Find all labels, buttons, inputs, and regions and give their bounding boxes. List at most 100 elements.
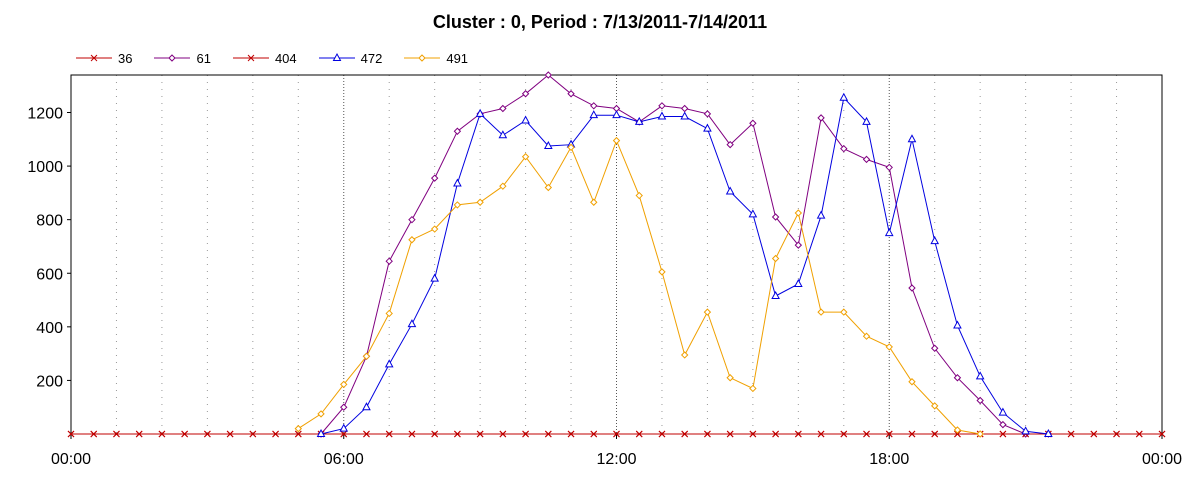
data-point — [658, 102, 666, 110]
data-point — [908, 378, 916, 386]
legend-swatch — [318, 52, 355, 61]
data-point — [703, 110, 712, 118]
y-tick-label: 600 — [36, 266, 63, 283]
data-point — [863, 430, 870, 438]
data-point — [976, 430, 984, 438]
data-point — [135, 430, 143, 438]
data-point — [975, 371, 985, 380]
legend-item: 472 — [318, 51, 382, 66]
data-point — [521, 115, 530, 124]
data-point — [476, 198, 484, 206]
legend-label: 491 — [446, 50, 469, 66]
data-point — [316, 428, 326, 437]
data-point — [953, 374, 962, 382]
data-point — [931, 402, 939, 410]
y-tick-label: 800 — [36, 213, 63, 230]
data-point — [589, 110, 599, 119]
data-point — [294, 424, 302, 433]
data-point — [703, 123, 712, 132]
data-point — [590, 430, 598, 438]
data-point — [385, 257, 393, 265]
data-point — [998, 407, 1008, 416]
series-line — [320, 74, 1049, 435]
data-point — [680, 351, 689, 359]
data-point — [499, 182, 507, 190]
legend-label: 61 — [196, 50, 211, 66]
data-point — [543, 140, 553, 149]
data-point — [544, 430, 552, 438]
data-point — [453, 201, 462, 209]
data-point — [817, 114, 825, 122]
data-point — [840, 308, 848, 316]
data-point — [749, 384, 757, 393]
legend-swatch — [76, 54, 112, 62]
data-point — [544, 183, 553, 192]
data-point — [430, 225, 439, 233]
data-point — [771, 290, 780, 300]
legend-swatch — [404, 54, 441, 62]
data-point — [908, 284, 916, 292]
data-point — [772, 430, 779, 438]
data-point — [498, 130, 508, 139]
data-point — [612, 110, 621, 119]
legend-label: 404 — [274, 50, 297, 66]
data-point — [332, 52, 341, 61]
data-point — [499, 104, 507, 113]
data-point — [658, 430, 666, 438]
data-point — [793, 278, 803, 287]
data-point — [725, 186, 735, 195]
chart-title: Cluster : 0, Period : 7/13/2011-7/14/201… — [432, 12, 768, 32]
data-point — [908, 430, 916, 438]
data-point — [930, 236, 940, 245]
series-61 — [317, 71, 1053, 438]
data-point — [418, 54, 427, 62]
data-point — [657, 111, 667, 120]
data-point — [634, 116, 644, 125]
data-point — [544, 71, 553, 79]
data-point — [340, 430, 348, 438]
data-point — [168, 54, 177, 62]
data-point — [794, 209, 803, 217]
data-point — [953, 426, 962, 434]
data-point — [749, 119, 757, 127]
data-point — [839, 92, 849, 101]
data-point — [590, 198, 598, 206]
data-point — [726, 430, 734, 438]
data-point — [726, 374, 734, 382]
data-point — [90, 54, 98, 62]
data-point — [362, 352, 371, 361]
data-point — [453, 178, 462, 187]
data-point — [407, 319, 417, 328]
data-point — [204, 430, 211, 438]
legend: 36 61 404 472 491 — [76, 50, 490, 66]
data-point — [862, 116, 871, 125]
data-point — [408, 430, 416, 438]
series-line — [298, 139, 981, 435]
legend-swatch — [232, 54, 269, 62]
data-point — [567, 430, 575, 438]
data-point — [885, 163, 893, 172]
y-tick-label: 400 — [36, 320, 63, 337]
data-point — [884, 228, 894, 237]
data-point — [454, 430, 461, 438]
data-point — [613, 430, 620, 438]
data-point — [521, 90, 530, 98]
series-404 — [67, 430, 1166, 438]
data-point — [862, 332, 871, 340]
data-point — [680, 111, 690, 120]
data-point — [635, 430, 643, 438]
data-point — [840, 144, 848, 153]
data-point — [294, 430, 302, 438]
data-point — [885, 430, 893, 438]
data-point — [113, 430, 120, 438]
series-472 — [316, 92, 1053, 437]
data-point — [931, 430, 939, 438]
data-point — [976, 396, 984, 405]
data-point — [681, 430, 689, 438]
data-point — [521, 153, 530, 161]
data-point — [1021, 426, 1030, 435]
data-point — [340, 380, 348, 389]
legend-item: 491 — [404, 51, 468, 66]
legend-item: 404 — [232, 50, 297, 66]
